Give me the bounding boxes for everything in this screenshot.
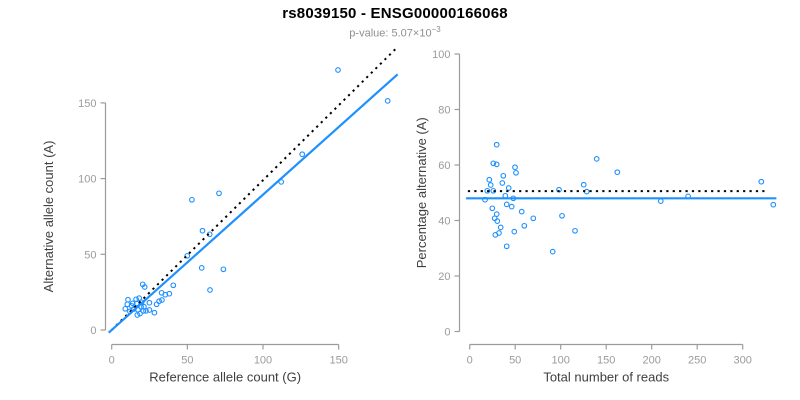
data-point [166,290,173,297]
data-point [189,196,195,203]
data-point [657,198,664,204]
data-point [512,164,518,171]
data-point [151,309,158,316]
y-tick-label: 150 [78,98,96,110]
data-point [770,201,777,208]
y-tick-label: 80 [438,105,450,117]
data-point [220,266,227,273]
y-tick-label: 0 [444,327,450,339]
data-point [170,282,177,289]
data-point [492,232,499,238]
regression-line [107,73,399,334]
x-tick-label: 100 [552,355,570,367]
data-point [487,182,494,188]
x-axis-title: Reference allele count (G) [149,370,301,385]
data-point [505,185,512,191]
data-point [199,227,206,234]
data-point [184,252,191,259]
data-point [198,265,205,271]
x-tick-label: 250 [688,355,706,367]
y-tick-label: 0 [90,325,96,337]
data-point [497,224,504,231]
data-point [299,151,306,158]
y-axis-title: Percentage alternative (A) [414,117,429,268]
data-point [484,187,491,194]
data-point [493,161,500,168]
data-point [572,227,578,234]
y-tick-label: 20 [438,271,450,283]
data-point [549,248,556,255]
data-point [133,300,140,307]
x-axis-title: Total number of reads [543,370,669,385]
data-point [530,215,537,222]
data-point [153,301,160,308]
y-tick-label: 100 [432,49,450,61]
data-point [499,180,506,186]
y-axis-title: Alternative allele count (A) [41,141,56,293]
x-tick-label: 0 [109,355,115,367]
data-point [141,284,148,290]
x-tick-label: 300 [734,355,752,367]
data-point [125,296,131,303]
data-point [518,208,525,215]
data-point [146,307,153,313]
left-scatter-panel: 0 50 100 150 0 50 100 150 Reference allele count… [41,47,399,385]
data-point [156,298,162,305]
data-point [491,215,498,222]
data-point [493,141,500,148]
y-tick-label: 50 [84,249,96,261]
data-point [143,308,149,314]
data-point [758,178,765,185]
data-point [508,203,515,210]
data-point [593,156,600,162]
x-tick-label: 100 [254,355,272,367]
x-tick-label: 150 [329,355,347,367]
data-point [580,181,587,188]
data-point [335,67,341,73]
data-point [559,212,565,219]
data-point [503,243,510,250]
x-tick-label: 200 [643,355,661,367]
data-point [513,169,519,176]
identity-line [110,47,397,331]
data-point [500,172,507,179]
y-tick-label: 100 [78,174,96,186]
x-tick-label: 50 [181,355,193,367]
data-point [490,160,497,167]
data-point [486,176,493,183]
data-point [521,222,528,229]
y-tick-label: 40 [438,216,450,228]
x-tick-label: 50 [509,355,521,367]
data-point [503,201,510,208]
data-point [129,300,136,307]
right-scatter-panel: 0 20 40 60 80 100 0 50 100 150 200 250 300 Total numb… [414,49,777,385]
data-point [489,205,496,212]
data-point [207,287,213,293]
data-point [146,299,153,306]
data-point [122,305,129,312]
data-points [482,141,777,255]
y-tick-label: 60 [438,160,450,172]
data-point [137,310,143,317]
data-point [159,297,165,303]
data-point [614,169,621,176]
data-point [384,98,391,104]
x-tick-label: 150 [597,355,615,367]
data-point [511,228,518,235]
data-point [136,295,143,301]
data-point [216,190,222,197]
data-point [494,218,501,224]
x-tick-label: 0 [467,355,473,367]
